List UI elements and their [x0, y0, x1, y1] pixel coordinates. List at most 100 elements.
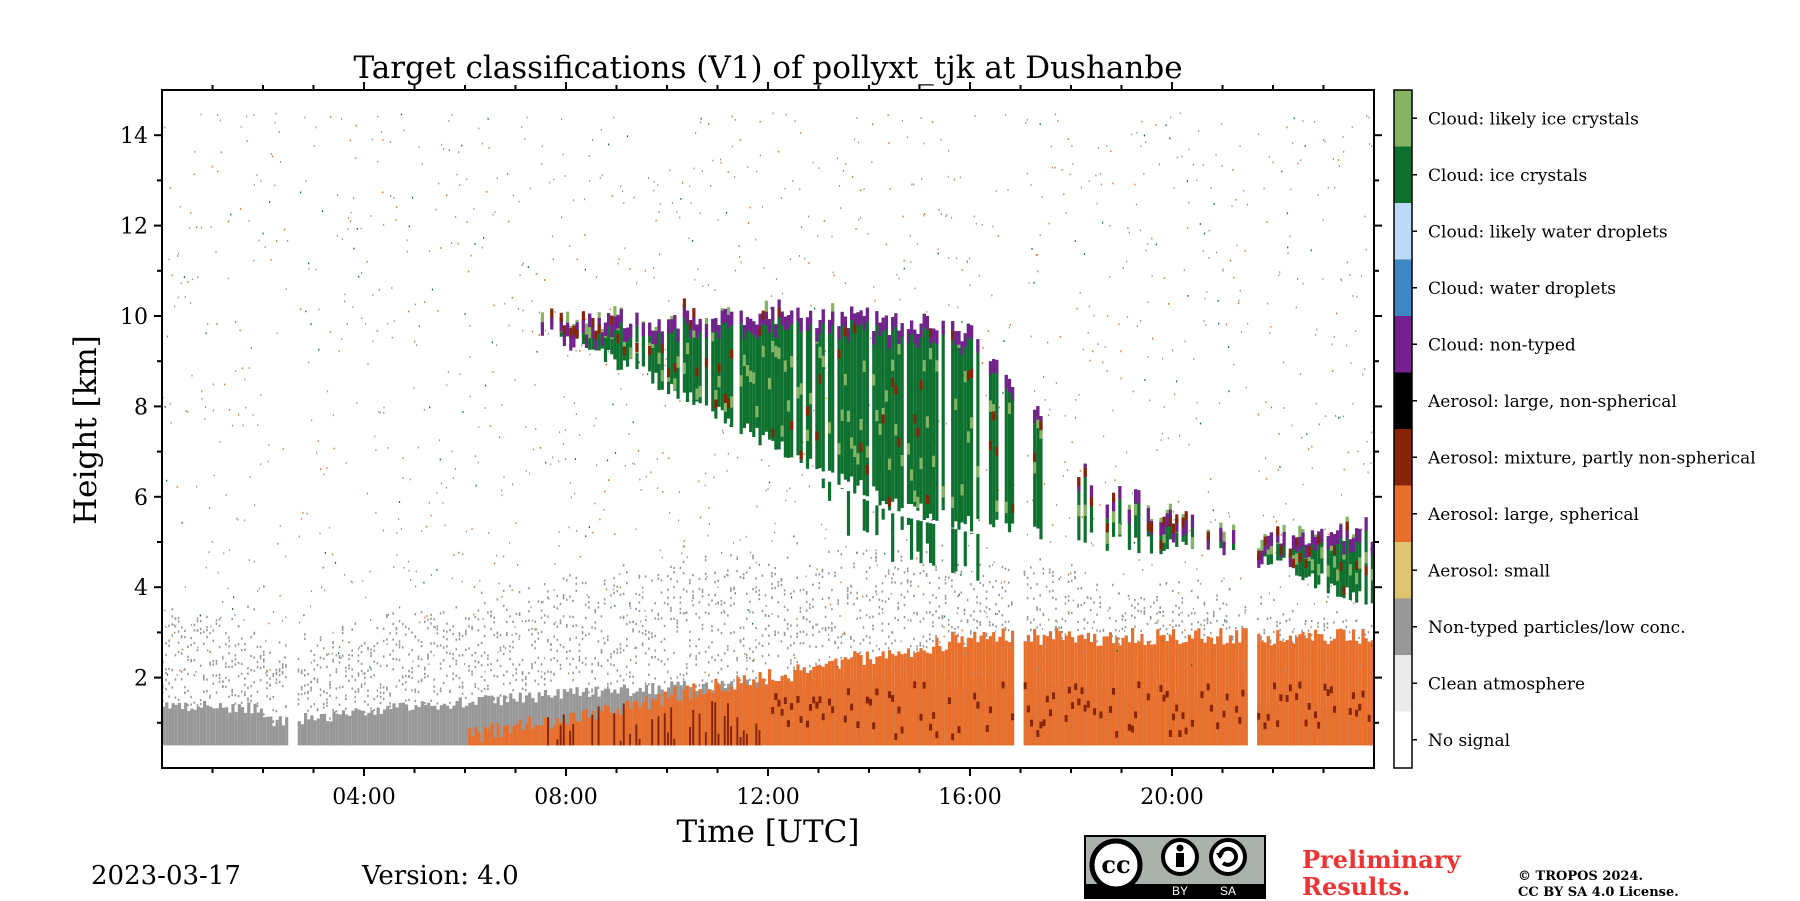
- class-cell: [1030, 621, 1032, 624]
- class-cell: [518, 692, 522, 746]
- noise-speckle: [1099, 173, 1102, 175]
- class-cell: [796, 576, 798, 579]
- noise-speckle: [164, 126, 166, 129]
- class-cell: [629, 708, 633, 746]
- noise-speckle: [423, 408, 425, 411]
- class-cell: [430, 613, 432, 617]
- noise-speckle: [775, 278, 778, 280]
- class-cell: [673, 686, 677, 746]
- class-cell: [335, 668, 338, 671]
- class-cell: [588, 596, 590, 599]
- class-cell: [442, 703, 447, 746]
- class-cell: [960, 636, 964, 746]
- class-cell: [341, 631, 344, 635]
- class-cell: [859, 651, 862, 654]
- noise-speckle: [824, 367, 826, 370]
- class-cell: [389, 705, 391, 708]
- class-cell: [509, 645, 511, 648]
- noise-speckle: [726, 469, 728, 472]
- class-cell: [1232, 635, 1234, 638]
- noise-speckle: [245, 406, 247, 409]
- class-cell: [379, 686, 382, 689]
- class-cell: [187, 710, 191, 746]
- noise-speckle: [1079, 291, 1081, 294]
- noise-speckle: [224, 383, 226, 386]
- class-cell: [910, 644, 912, 648]
- class-cell: [319, 639, 322, 642]
- class-cell: [323, 657, 325, 660]
- cloud-cell: [831, 311, 835, 326]
- class-cell: [786, 623, 789, 626]
- noise-speckle: [562, 153, 564, 156]
- class-cell: [1108, 617, 1111, 620]
- class-cell: [1329, 636, 1332, 639]
- class-cell: [506, 696, 508, 699]
- class-cell: [1159, 628, 1161, 631]
- class-cell: [840, 635, 843, 638]
- class-cell: [364, 672, 366, 675]
- class-cell: [749, 647, 751, 650]
- noise-speckle: [1052, 524, 1054, 526]
- cloud-cell: [919, 457, 923, 470]
- noise-speckle: [1064, 461, 1066, 463]
- class-cell: [215, 622, 218, 625]
- class-cell: [572, 625, 574, 628]
- noise-speckle: [466, 178, 468, 181]
- noise-speckle: [876, 593, 878, 596]
- cloud-cell: [1112, 492, 1116, 502]
- noise-speckle: [351, 581, 353, 584]
- class-cell: [954, 634, 958, 746]
- cloud-cell: [925, 416, 929, 428]
- class-cell: [401, 622, 404, 626]
- class-cell: [165, 642, 167, 645]
- noise-speckle: [903, 267, 905, 270]
- class-cell: [641, 624, 644, 628]
- class-cell: [212, 674, 215, 677]
- class-cell: [326, 691, 328, 695]
- cloud-cell: [660, 370, 664, 382]
- noise-speckle: [336, 194, 339, 196]
- noise-speckle: [944, 578, 946, 581]
- noise-speckle: [1301, 436, 1303, 439]
- class-cell: [449, 708, 453, 746]
- class-cell: [1310, 639, 1313, 642]
- class-cell: [1112, 583, 1114, 587]
- noise-speckle: [174, 631, 176, 634]
- noise-speckle: [205, 566, 207, 569]
- class-cell: [455, 674, 458, 677]
- class-cell: [1039, 608, 1041, 611]
- class-cell: [869, 698, 873, 706]
- noise-speckle: [1048, 222, 1050, 225]
- class-cell: [477, 732, 481, 746]
- noise-speckle: [1027, 639, 1029, 642]
- noise-speckle: [605, 363, 607, 366]
- class-cell: [865, 613, 868, 617]
- class-cell: [556, 739, 559, 746]
- noise-speckle: [622, 190, 624, 193]
- noise-speckle: [612, 588, 614, 591]
- class-cell: [313, 668, 316, 671]
- class-cell: [559, 619, 562, 622]
- class-cell: [887, 647, 890, 650]
- class-cell: [1273, 682, 1277, 690]
- cloud-cell: [865, 446, 869, 458]
- noise-speckle: [1153, 645, 1155, 647]
- noise-speckle: [1244, 250, 1246, 252]
- class-cell: [777, 581, 780, 584]
- noise-speckle: [1111, 635, 1114, 637]
- class-cell: [875, 656, 879, 746]
- class-cell: [799, 670, 803, 746]
- noise-speckle: [1090, 542, 1093, 545]
- noise-speckle: [317, 440, 319, 443]
- noise-speckle: [514, 626, 516, 629]
- cloud-cell: [929, 328, 933, 338]
- noise-speckle: [704, 484, 706, 487]
- noise-speckle: [277, 542, 279, 545]
- noise-speckle: [321, 210, 324, 213]
- class-cell: [897, 619, 899, 622]
- noise-speckle: [220, 616, 222, 619]
- class-cell: [641, 596, 644, 599]
- noise-speckle: [1213, 203, 1215, 205]
- class-cell: [266, 716, 270, 746]
- noise-speckle: [406, 250, 408, 253]
